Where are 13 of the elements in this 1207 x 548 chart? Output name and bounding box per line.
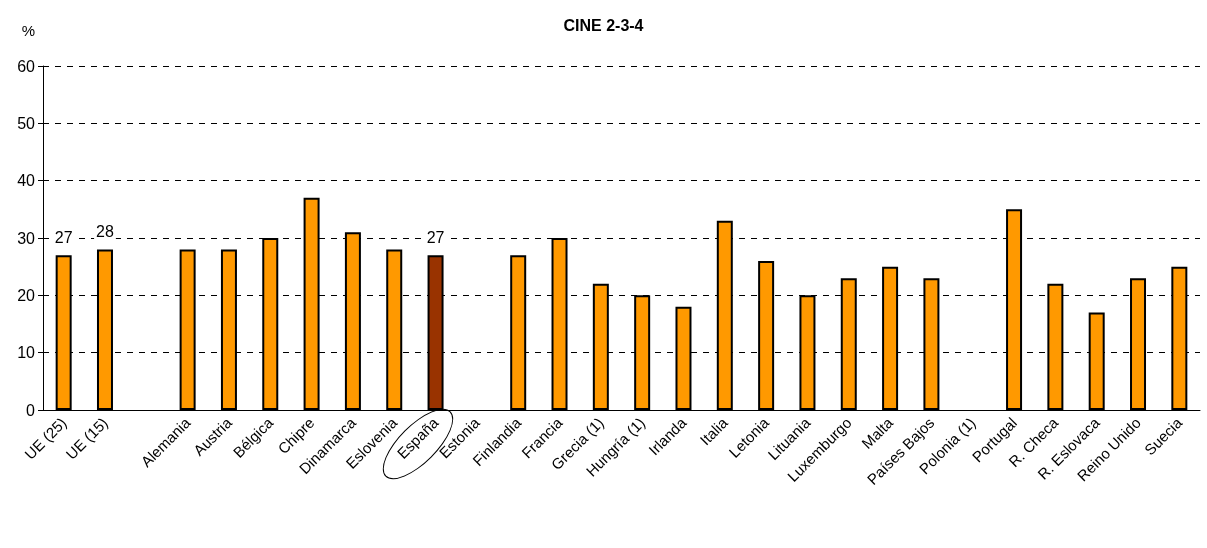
x-tick-label: Italia xyxy=(696,413,732,449)
y-tick-label: 10 xyxy=(17,344,36,362)
data-label: 27 xyxy=(54,228,73,246)
y-tick-label: 50 xyxy=(17,114,36,132)
y-tick-label: 30 xyxy=(17,229,36,247)
chart-title: CINE 2-3-4 xyxy=(563,16,644,34)
data-label: 28 xyxy=(96,222,114,240)
y-tick-label: 60 xyxy=(17,57,36,75)
y-tick-label: 0 xyxy=(26,401,36,419)
y-tick-label: 20 xyxy=(17,286,36,304)
y-axis-title: % xyxy=(21,22,35,39)
y-tick-label: 40 xyxy=(17,172,36,190)
data-label: 27 xyxy=(426,228,445,246)
